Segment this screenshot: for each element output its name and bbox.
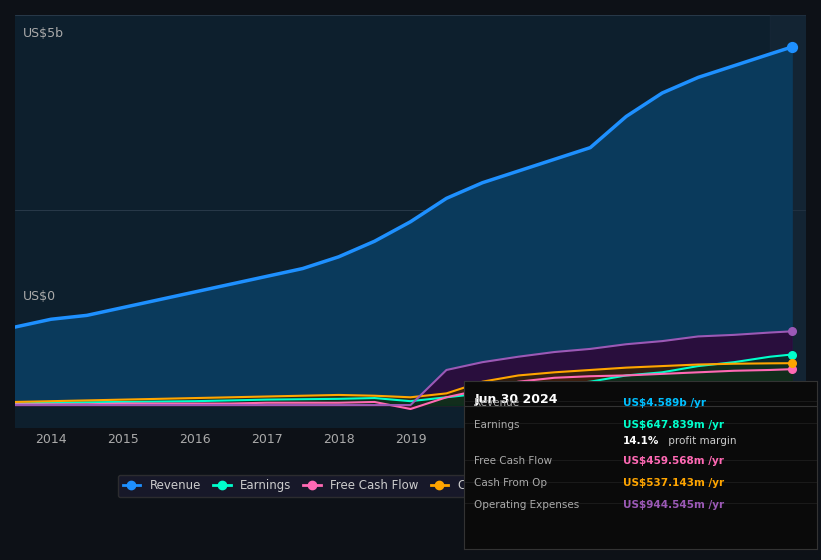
Text: US$537.143m /yr: US$537.143m /yr [622, 478, 724, 488]
Point [785, 43, 798, 52]
Text: US$944.545m /yr: US$944.545m /yr [622, 500, 724, 510]
Text: US$0: US$0 [23, 290, 56, 303]
Text: Earnings: Earnings [475, 419, 520, 430]
Point [785, 365, 798, 374]
Text: 14.1%: 14.1% [622, 436, 659, 446]
Text: Cash From Op: Cash From Op [475, 478, 548, 488]
Text: US$459.568m /yr: US$459.568m /yr [622, 456, 723, 466]
Point [785, 327, 798, 336]
Text: Free Cash Flow: Free Cash Flow [475, 456, 553, 466]
Text: profit margin: profit margin [665, 436, 736, 446]
Text: Jun 30 2024: Jun 30 2024 [475, 393, 558, 405]
Point [785, 350, 798, 359]
Text: US$647.839m /yr: US$647.839m /yr [622, 419, 724, 430]
Text: Revenue: Revenue [475, 398, 520, 408]
Bar [770, 15, 806, 428]
Text: US$4.589b /yr: US$4.589b /yr [622, 398, 706, 408]
Point [785, 359, 798, 368]
Text: US$5b: US$5b [23, 27, 64, 40]
Text: Operating Expenses: Operating Expenses [475, 500, 580, 510]
Legend: Revenue, Earnings, Free Cash Flow, Cash From Op, Operating Expenses: Revenue, Earnings, Free Cash Flow, Cash … [118, 474, 703, 497]
